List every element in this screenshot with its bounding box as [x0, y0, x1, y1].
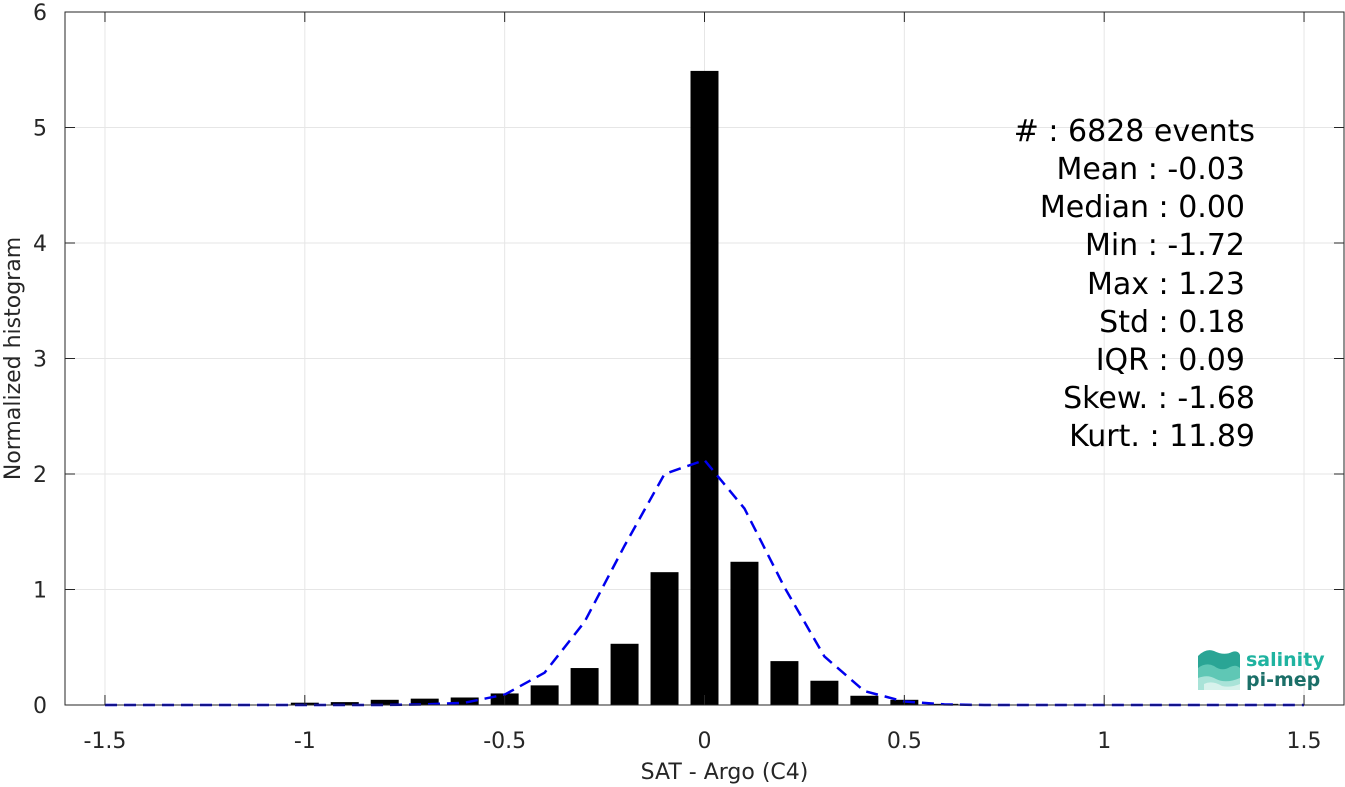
stat-min: Min : -1.72 [1085, 228, 1245, 263]
x-tick-labels: -1.5 -1 -0.5 0 0.5 1 1.5 [84, 729, 1322, 754]
histogram-bars [90, 70, 999, 705]
stat-mean: Mean : -0.03 [1056, 152, 1245, 187]
stat-events: # : 6828 events [1014, 114, 1255, 149]
wave-logo-icon [1198, 650, 1240, 690]
histogram-bar [610, 643, 639, 705]
y-tick-label: 4 [33, 232, 47, 257]
histogram-bar [330, 702, 359, 705]
histogram-bar [570, 668, 599, 705]
histogram-bar [690, 70, 719, 705]
histogram-bar [410, 698, 439, 705]
stat-median: Median : 0.00 [1040, 190, 1245, 225]
histogram-bar [530, 685, 559, 705]
x-tick-label: -1.5 [84, 729, 127, 754]
histogram-bar [770, 661, 799, 705]
histogram-bar [650, 572, 679, 705]
stat-std: Std : 0.18 [1099, 305, 1245, 340]
histogram-bar [450, 697, 479, 705]
y-tick-label: 1 [33, 579, 47, 604]
y-axis-title: Normalized histogram [1, 237, 26, 480]
stat-kurt: Kurt. : 11.89 [1069, 419, 1255, 454]
x-tick-label: 0 [698, 729, 712, 754]
histogram-bar [810, 680, 839, 705]
histogram-bar [850, 695, 879, 705]
x-tick-label: -0.5 [483, 729, 526, 754]
logo-text-salinity: salinity [1246, 649, 1325, 671]
x-axis-title: SAT - Argo (C4) [641, 760, 809, 785]
x-tick-label: -1 [294, 729, 316, 754]
stat-iqr: IQR : 0.09 [1096, 343, 1245, 378]
histogram-bar [370, 699, 399, 705]
histogram-bar [730, 561, 759, 705]
x-tick-label: 1.5 [1287, 729, 1322, 754]
y-tick-label: 5 [33, 117, 47, 142]
x-tick-label: 0.5 [887, 729, 922, 754]
stat-skew: Skew. : -1.68 [1063, 381, 1255, 416]
y-tick-label: 2 [33, 463, 47, 488]
stat-max: Max : 1.23 [1087, 267, 1245, 302]
salinity-pi-mep-logo: salinity pi-mep [1198, 649, 1325, 691]
logo-text-pi-mep: pi-mep [1246, 669, 1320, 691]
x-tick-label: 1 [1097, 729, 1111, 754]
y-tick-label: 3 [33, 348, 47, 373]
y-tick-labels: 0 1 2 3 4 5 6 [33, 1, 47, 719]
axis-ticks [65, 11, 1344, 706]
y-tick-label: 0 [33, 694, 47, 719]
y-tick-label: 6 [33, 1, 47, 26]
statistics-annotation: # : 6828 events Mean : -0.03 Median : 0.… [1014, 114, 1255, 454]
